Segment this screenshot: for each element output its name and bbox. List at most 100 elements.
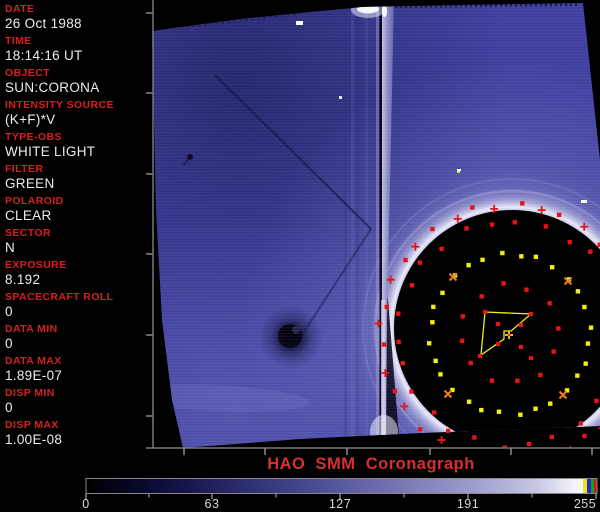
ring-dot — [597, 242, 600, 247]
ring-dot — [381, 342, 387, 347]
ring-dot — [479, 407, 484, 413]
field-label: FILTER — [5, 163, 44, 175]
colorbar — [85, 478, 598, 499]
metadata-field-data-min: DATA MIN 0 — [5, 323, 150, 352]
colorbar-label-191: 191 — [456, 497, 480, 511]
field-value: 26 Oct 1988 — [5, 16, 82, 31]
ring-dot — [564, 388, 570, 393]
bright-speck — [457, 169, 461, 171]
field-value: 18:14:16 UT — [5, 48, 83, 63]
ring-dot — [403, 257, 408, 263]
ring-dot — [438, 372, 443, 377]
ring-plus — [580, 222, 589, 231]
ring-dot — [490, 222, 495, 227]
field-label: SECTOR — [5, 227, 51, 239]
metadata-field-date: DATE 26 Oct 1988 — [5, 3, 150, 32]
ring-dot — [466, 399, 472, 404]
metadata-field-time: TIME 18:14:16 UT — [5, 35, 150, 64]
field-label: SPACECRAFT ROLL — [5, 291, 114, 303]
ring-dot — [518, 412, 523, 417]
colorbar-label-63: 63 — [204, 497, 220, 511]
field-value: 8.192 — [5, 272, 41, 287]
ring-dot — [519, 254, 524, 259]
ring-plus — [400, 402, 409, 411]
ring-dot — [515, 378, 520, 383]
metadata-field-object: OBJECT SUN:CORONA — [5, 67, 150, 96]
field-value: 0 — [5, 336, 13, 351]
ring-dot — [495, 341, 501, 347]
ring-dot — [551, 349, 556, 354]
field-label: DATA MAX — [5, 355, 62, 367]
ring-dot — [567, 239, 572, 245]
ring-plus — [411, 242, 420, 251]
ring-dot — [512, 220, 518, 225]
ring-dot — [502, 462, 506, 466]
overlay-markers — [374, 201, 600, 466]
ring-dot — [533, 406, 538, 411]
ring-dot — [528, 355, 534, 361]
diagonal-x-marker — [558, 390, 568, 400]
ring-dot — [426, 341, 432, 346]
ring-dot — [543, 224, 549, 229]
field-value: GREEN — [5, 176, 55, 191]
metadata-field-intensity-source: INTENSITY SOURCE (K+F)*V — [5, 99, 150, 128]
field-value: N — [5, 240, 16, 255]
field-value: CLEAR — [5, 208, 52, 223]
ring-dot — [400, 361, 406, 366]
metadata-field-disp-min: DISP MIN 0 — [5, 387, 150, 416]
ring-dot — [518, 322, 524, 328]
ring-dot — [431, 410, 437, 415]
ring-dot — [392, 388, 398, 394]
ring-dot — [500, 250, 505, 256]
metadata-panel: DATE 26 Oct 1988 TIME 18:14:16 UT OBJECT SUN:… — [0, 0, 150, 460]
field-label: INTENSITY SOURCE — [5, 99, 114, 111]
ring-plus — [453, 214, 462, 223]
ring-dot — [417, 260, 423, 265]
ring-dot — [582, 304, 587, 310]
field-label: POLAROID — [5, 195, 64, 207]
bright-speck — [296, 21, 303, 25]
ring-dot — [479, 294, 484, 299]
ring-dot — [518, 344, 524, 350]
ring-plus — [537, 206, 546, 215]
field-label: TYPE-OBS — [5, 131, 62, 143]
ring-dot — [396, 339, 401, 344]
ring-dot — [575, 289, 581, 294]
ring-dot — [384, 304, 389, 310]
ring-dot — [528, 311, 534, 317]
ring-dot — [495, 321, 501, 327]
field-label: EXPOSURE — [5, 259, 67, 271]
metadata-field-data-max: DATA MAX 1.89E-07 — [5, 355, 150, 384]
field-value: WHITE LIGHT — [5, 144, 96, 159]
ring-plus — [475, 452, 483, 460]
ring-dot — [520, 201, 525, 206]
colorbar-label-0: 0 — [82, 497, 90, 511]
bright-speck — [581, 200, 587, 203]
ring-plus — [437, 436, 446, 445]
field-label: TIME — [5, 35, 32, 47]
bright-speck — [339, 96, 342, 99]
exposure-frame — [152, 3, 600, 448]
ring-plus — [381, 368, 390, 377]
ring-dot — [548, 401, 553, 406]
ring-dot — [502, 445, 508, 448]
ring-dot — [582, 433, 587, 439]
ring-dot — [588, 249, 593, 254]
field-value: 0 — [5, 304, 13, 319]
ring-dot — [482, 309, 488, 315]
ring-plus — [374, 319, 383, 328]
ring-dot — [583, 361, 588, 366]
colorbar-label-127: 127 — [328, 497, 352, 511]
ring-dot — [459, 338, 465, 344]
ring-dot — [445, 428, 451, 434]
ring-dot — [472, 435, 477, 440]
ring-dot — [594, 398, 599, 404]
field-label: DISP MAX — [5, 419, 59, 431]
ring-dot — [468, 360, 473, 366]
ring-dot — [556, 212, 562, 218]
ring-dot — [541, 456, 545, 460]
ring-dot — [464, 226, 469, 231]
metadata-field-sector: SECTOR N — [5, 227, 150, 256]
